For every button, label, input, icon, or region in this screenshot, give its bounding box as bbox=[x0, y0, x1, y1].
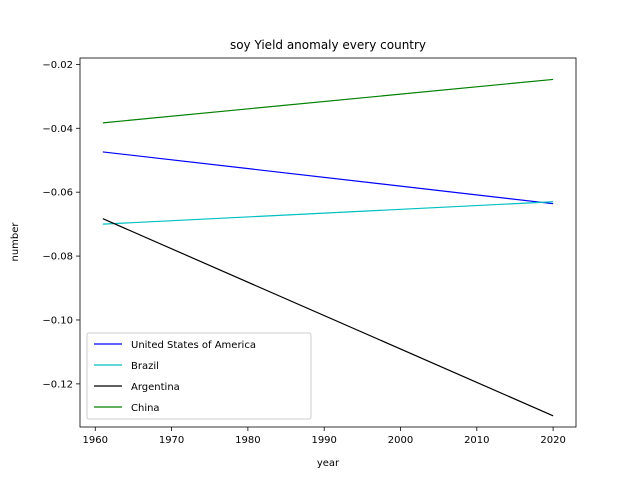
y-tick-label-5: −0.02 bbox=[42, 60, 73, 71]
legend-label-3: China bbox=[131, 403, 160, 414]
y-tick-label-3: −0.06 bbox=[42, 188, 73, 199]
y-axis: −0.12 −0.10 −0.08 −0.06 −0.04 −0.02 bbox=[42, 60, 80, 390]
series-line-3 bbox=[102, 78, 554, 124]
series-line-2 bbox=[102, 218, 554, 417]
x-tick-label-6: 2020 bbox=[540, 435, 565, 446]
plot-frame bbox=[79, 57, 577, 428]
x-axis-label: year bbox=[317, 458, 340, 469]
y-tick-label-0: −0.12 bbox=[42, 379, 73, 390]
y-tick-label-2: −0.08 bbox=[42, 252, 73, 263]
series-line-1 bbox=[102, 201, 554, 225]
legend-label-1: Brazil bbox=[131, 361, 159, 372]
x-tick-label-5: 2010 bbox=[464, 435, 489, 446]
x-tick-label-3: 1990 bbox=[311, 435, 336, 446]
series-line-0 bbox=[102, 151, 554, 205]
legend-label-0: United States of America bbox=[131, 340, 256, 351]
plot-area bbox=[79, 57, 577, 428]
y-tick-label-4: −0.04 bbox=[42, 124, 73, 135]
x-tick-label-1: 1970 bbox=[159, 435, 184, 446]
x-tick-label-2: 1980 bbox=[235, 435, 260, 446]
legend-box bbox=[86, 332, 312, 420]
legend-label-2: Argentina bbox=[131, 382, 180, 393]
y-axis-label: number bbox=[10, 222, 21, 262]
x-tick-label-4: 2000 bbox=[388, 435, 413, 446]
legend: United States of America Brazil Argentina C… bbox=[86, 332, 312, 420]
x-axis: 1960 1970 1980 1990 2000 2010 2020 bbox=[83, 427, 566, 446]
x-tick-label-0: 1960 bbox=[83, 435, 108, 446]
y-tick-label-1: −0.10 bbox=[42, 315, 73, 326]
chart-title: soy Yield anomaly every country bbox=[230, 38, 426, 52]
